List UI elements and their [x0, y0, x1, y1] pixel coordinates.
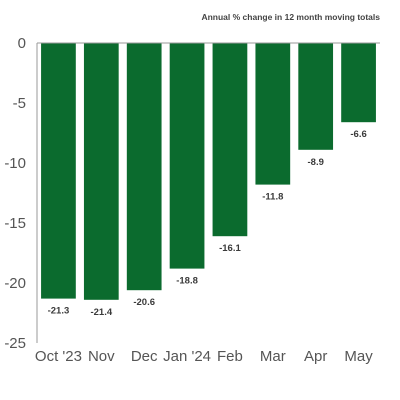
x-tick-label: Apr [304, 348, 327, 365]
bar [341, 43, 376, 123]
data-label: -21.3 [48, 306, 70, 317]
x-tick-label: May [344, 348, 373, 365]
chart-subtitle: Annual % change in 12 month moving total… [201, 12, 380, 22]
x-tick-label: Oct '23 [35, 348, 82, 365]
x-tick-label: Jan '24 [163, 348, 211, 365]
bar [169, 43, 205, 269]
data-label: -18.8 [176, 276, 198, 287]
y-tick-label: -15 [4, 215, 26, 232]
bar [126, 43, 162, 291]
data-label: -6.6 [350, 129, 366, 140]
bar [298, 43, 334, 150]
data-label: -21.4 [90, 307, 112, 318]
data-label: -11.8 [262, 192, 283, 203]
bar [212, 43, 248, 237]
bar [41, 43, 76, 299]
bar [83, 43, 119, 300]
x-axis-ticks: Oct '23 Nov Dec Jan '24 Feb Mar Apr May [35, 348, 373, 365]
data-label: -16.1 [219, 243, 241, 254]
y-axis-ticks: 0 -5 -10 -15 -20 -25 [4, 35, 26, 352]
x-tick-label: Dec [131, 348, 158, 365]
data-label: -8.9 [308, 157, 324, 168]
x-tick-label: Nov [88, 348, 115, 365]
bar [255, 43, 291, 185]
y-tick-label: -10 [4, 155, 26, 172]
x-tick-label: Feb [217, 348, 243, 365]
y-tick-label: 0 [18, 35, 26, 52]
y-tick-label: -25 [4, 335, 26, 352]
x-tick-label: Mar [260, 348, 286, 365]
data-label: -20.6 [133, 297, 155, 308]
y-tick-label: -5 [13, 95, 26, 112]
y-tick-label: -20 [4, 275, 26, 292]
bars [41, 43, 376, 300]
data-labels: -21.3 -21.4 -20.6 -18.8 -16.1 -11.8 -8.9 -6.6 [48, 129, 367, 318]
